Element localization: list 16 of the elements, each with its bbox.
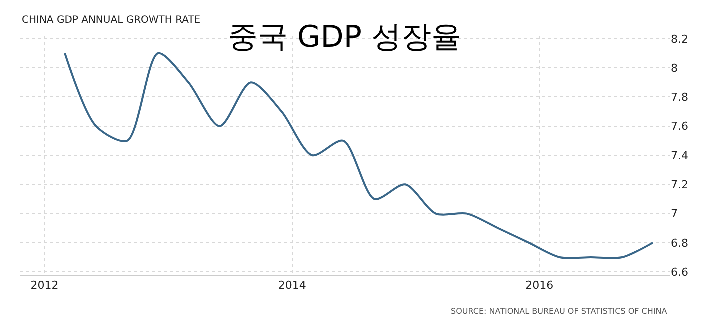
line-series	[64, 52, 654, 260]
y-tick-label: 7.8	[671, 91, 688, 104]
y-tick-label: 7.2	[671, 178, 688, 192]
y-tick-label: 6.6	[671, 266, 688, 279]
y-tick-label: 8.2	[671, 32, 688, 46]
y-tick-label: 7.4	[671, 149, 688, 162]
chart-title: CHINA GDP ANNUAL GROWTH RATE	[22, 15, 201, 26]
source-note: SOURCE: NATIONAL BUREAU OF STATISTICS OF CHINA	[451, 307, 668, 316]
chart-subtitle: 중국 GDP 성장율	[228, 20, 462, 55]
y-tick-label: 6.8	[671, 236, 688, 250]
y-tick-label: 7.6	[671, 120, 688, 134]
x-tick-label: 2014	[278, 279, 306, 292]
x-tick-label: 2016	[526, 279, 554, 292]
x-tick-label: 2012	[30, 279, 59, 292]
y-tick-label: 8	[671, 62, 678, 75]
y-tick-label: 7	[671, 208, 678, 221]
